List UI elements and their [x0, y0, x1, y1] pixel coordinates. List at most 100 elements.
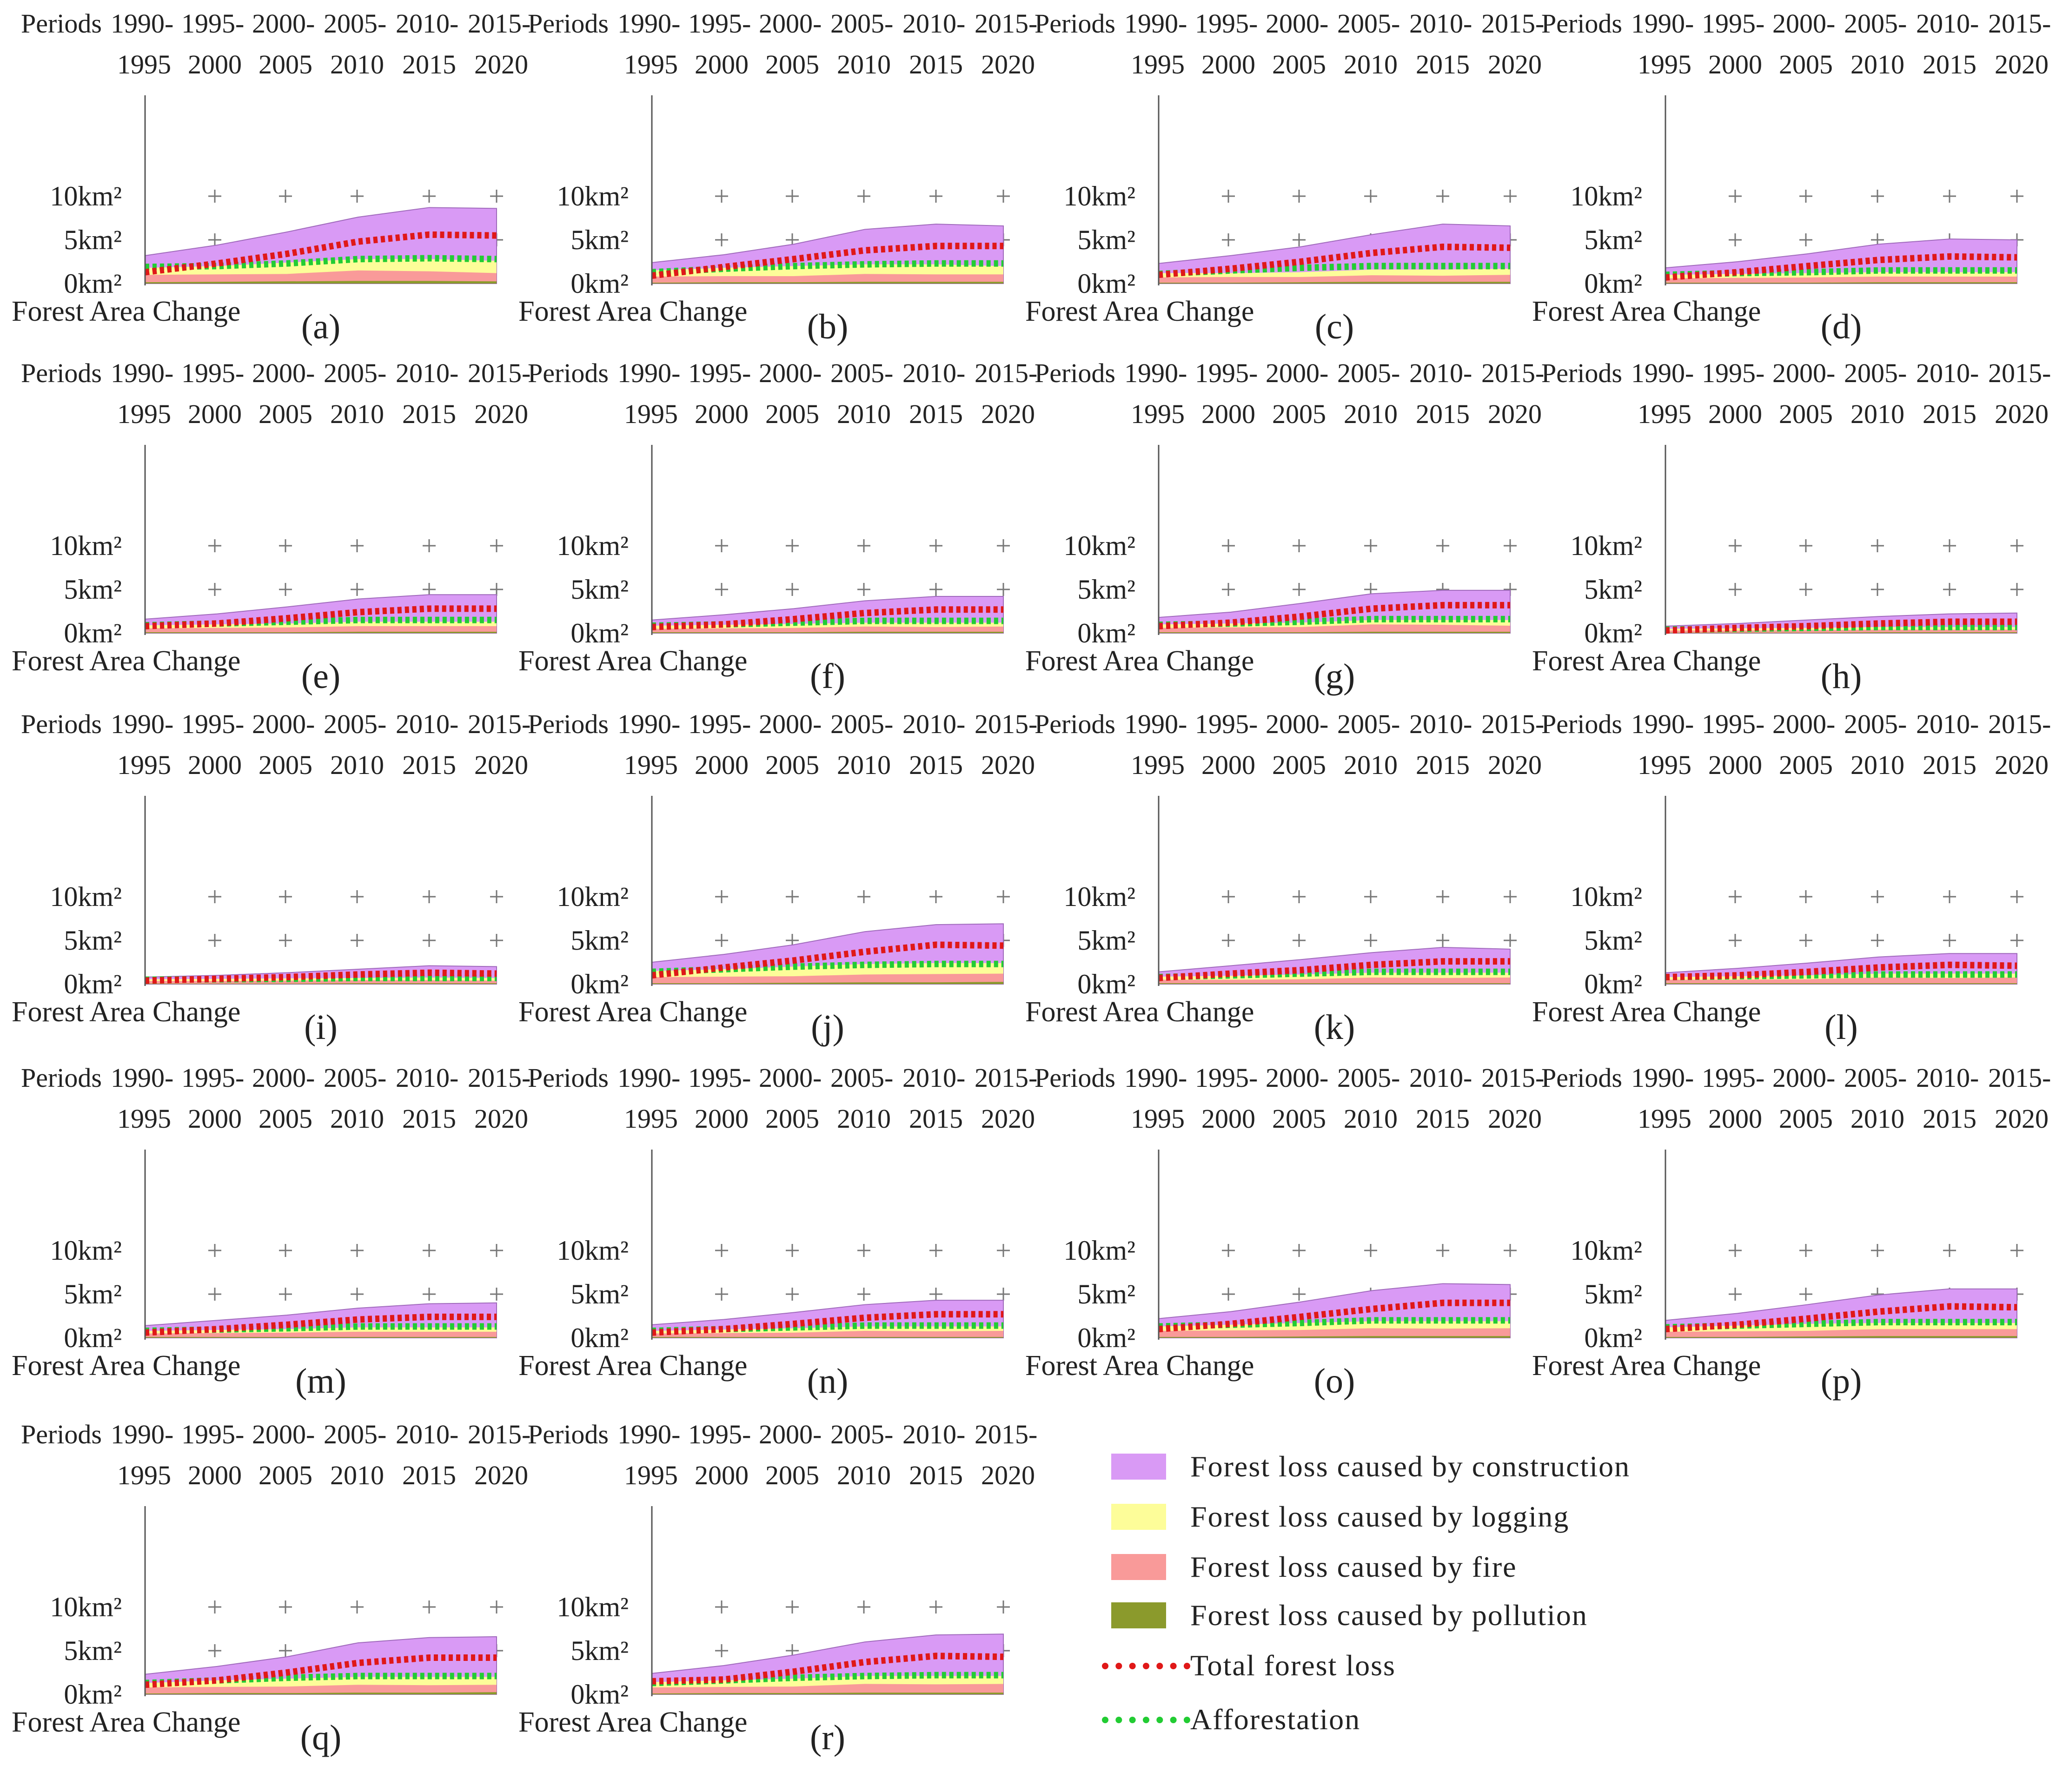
y-tick-label: 5km²: [1077, 925, 1135, 956]
chart-panel-k: Periods 1990- 1995 1995- 2000 2000- 2005 2005- 2…: [1025, 709, 1544, 1047]
category-label-bottom: 2005: [1272, 49, 1326, 79]
grid-marker: [1799, 890, 1812, 903]
panel-label: (r): [810, 1718, 845, 1757]
category-label-bottom: 1995: [624, 750, 678, 780]
grid-marker: [1729, 1244, 1742, 1257]
legend-item-total: Total forest loss: [1102, 1642, 1985, 1689]
category-label-top: 1990-: [617, 358, 680, 388]
grid-marker: [279, 539, 292, 552]
area-fire: [145, 270, 497, 284]
category-label-top: 2005-: [1337, 358, 1400, 388]
grid-marker: [490, 890, 503, 903]
category-label-top: 2015-: [468, 1063, 531, 1093]
category-label-bottom: 1995: [624, 1104, 678, 1134]
grid-marker: [1222, 583, 1235, 596]
grid-marker: [1364, 190, 1377, 203]
chart-panel-r: Periods 1990- 1995 1995- 2000 2000- 2005 2005- 2…: [518, 1419, 1037, 1757]
grid-marker: [1436, 190, 1449, 203]
panel-label: (e): [301, 657, 340, 696]
area-pollution: [1665, 983, 2017, 984]
grid-marker: [1871, 190, 1884, 203]
x-header-label: Periods: [1541, 8, 1622, 39]
grid-marker: [423, 934, 436, 947]
x-header-label: Periods: [21, 1063, 102, 1093]
grid-marker: [786, 190, 799, 203]
category-label-top: 1995-: [1702, 709, 1764, 739]
category-label-top: 2010-: [396, 1063, 458, 1093]
line-total: [651, 243, 1003, 279]
category-label-top: 2005-: [1337, 709, 1400, 739]
chart-panel-c: Periods 1990- 1995 1995- 2000 2000- 2005 2005- 2…: [1025, 8, 1544, 346]
category-label-bottom: 2020: [1488, 399, 1542, 429]
grid-marker: [1293, 934, 1306, 947]
category-label-top: 2000-: [252, 1419, 315, 1449]
category-label-top: 2005-: [1337, 8, 1400, 39]
category-label-bottom: 2020: [474, 750, 528, 780]
grid-marker: [1799, 190, 1812, 203]
category-label-top: 2005-: [324, 709, 386, 739]
area-fire: [652, 973, 1003, 984]
category-label-bottom: 2000: [188, 750, 242, 780]
x-axis-label: Forest Area Change: [1532, 296, 1761, 327]
category-label-top: 1995-: [688, 709, 751, 739]
category-label-top: 2000-: [1772, 358, 1835, 388]
legend-label-fire: Forest loss caused by fire: [1190, 1550, 1517, 1583]
grid-marker: [208, 1288, 221, 1301]
category-label-top: 2000-: [252, 1063, 315, 1093]
chart-panel-d: Periods 1990- 1995 1995- 2000 2000- 2005 2005- 2…: [1532, 8, 2051, 346]
y-tick-label: 5km²: [1077, 1279, 1135, 1309]
x-header-label: Periods: [528, 709, 609, 739]
grid-marker: [715, 1244, 728, 1257]
y-tick-label: 0km²: [570, 1323, 629, 1353]
category-label-top: 1990-: [1631, 358, 1694, 388]
category-label-bottom: 2010: [1850, 750, 1904, 780]
chart-panel-b: Periods 1990- 1995 1995- 2000 2000- 2005 2005- 2…: [518, 8, 1037, 346]
category-label-bottom: 2020: [981, 399, 1035, 429]
legend-label-total: Total forest loss: [1190, 1649, 1396, 1682]
grid-marker: [715, 233, 728, 246]
category-label-bottom: 2015: [909, 750, 963, 780]
grid-marker: [929, 539, 942, 552]
y-tick-label: 5km²: [64, 225, 122, 255]
line-total: [145, 1313, 497, 1336]
legend-label-afforestation: Afforestation: [1190, 1703, 1361, 1736]
chart-panel-n: Periods 1990- 1995 1995- 2000 2000- 2005 2005- 2…: [518, 1063, 1037, 1401]
category-label-bottom: 2015: [1923, 49, 1976, 79]
grid-marker: [715, 1288, 728, 1301]
y-tick-label: 10km²: [50, 530, 122, 561]
category-label-bottom: 2000: [1201, 49, 1255, 79]
y-tick-label: 5km²: [64, 1635, 122, 1666]
category-label-bottom: 2015: [909, 1104, 963, 1134]
panel-label: (i): [304, 1008, 338, 1047]
y-tick-label: 5km²: [1584, 1279, 1642, 1309]
y-tick-label: 5km²: [570, 1635, 629, 1666]
category-label-bottom: 1995: [1638, 1104, 1691, 1134]
x-axis-label: Forest Area Change: [518, 996, 747, 1028]
legend-swatch-logging: [1111, 1504, 1166, 1530]
grid-marker: [279, 583, 292, 596]
y-tick-label: 5km²: [570, 574, 629, 605]
legend-swatch-fire: [1111, 1554, 1166, 1580]
category-label-top: 2015-: [975, 358, 1037, 388]
grid-marker: [1364, 934, 1377, 947]
y-tick-label: 0km²: [1584, 618, 1642, 648]
x-axis-label: Forest Area Change: [1025, 996, 1254, 1028]
category-label-top: 2000-: [1266, 358, 1328, 388]
legend-item-afforestation: Afforestation: [1102, 1696, 1985, 1743]
grid-marker: [1871, 1244, 1884, 1257]
y-tick-label: 10km²: [50, 1592, 122, 1622]
category-label-bottom: 2000: [188, 49, 242, 79]
legend-item-construction: Forest loss caused by construction: [1102, 1443, 1985, 1490]
category-label-top: 2000-: [1266, 709, 1328, 739]
area-fire: [145, 1331, 497, 1338]
category-label-top: 1990-: [1124, 8, 1187, 39]
category-label-top: 2015-: [1988, 8, 2051, 39]
category-label-bottom: 2020: [1488, 1104, 1542, 1134]
panel-label: (m): [295, 1362, 346, 1401]
grid-marker: [1222, 890, 1235, 903]
y-tick-label: 10km²: [557, 881, 629, 912]
grid-marker: [997, 539, 1010, 552]
category-label-top: 2015-: [1988, 358, 2051, 388]
area-pollution: [1159, 282, 1510, 284]
